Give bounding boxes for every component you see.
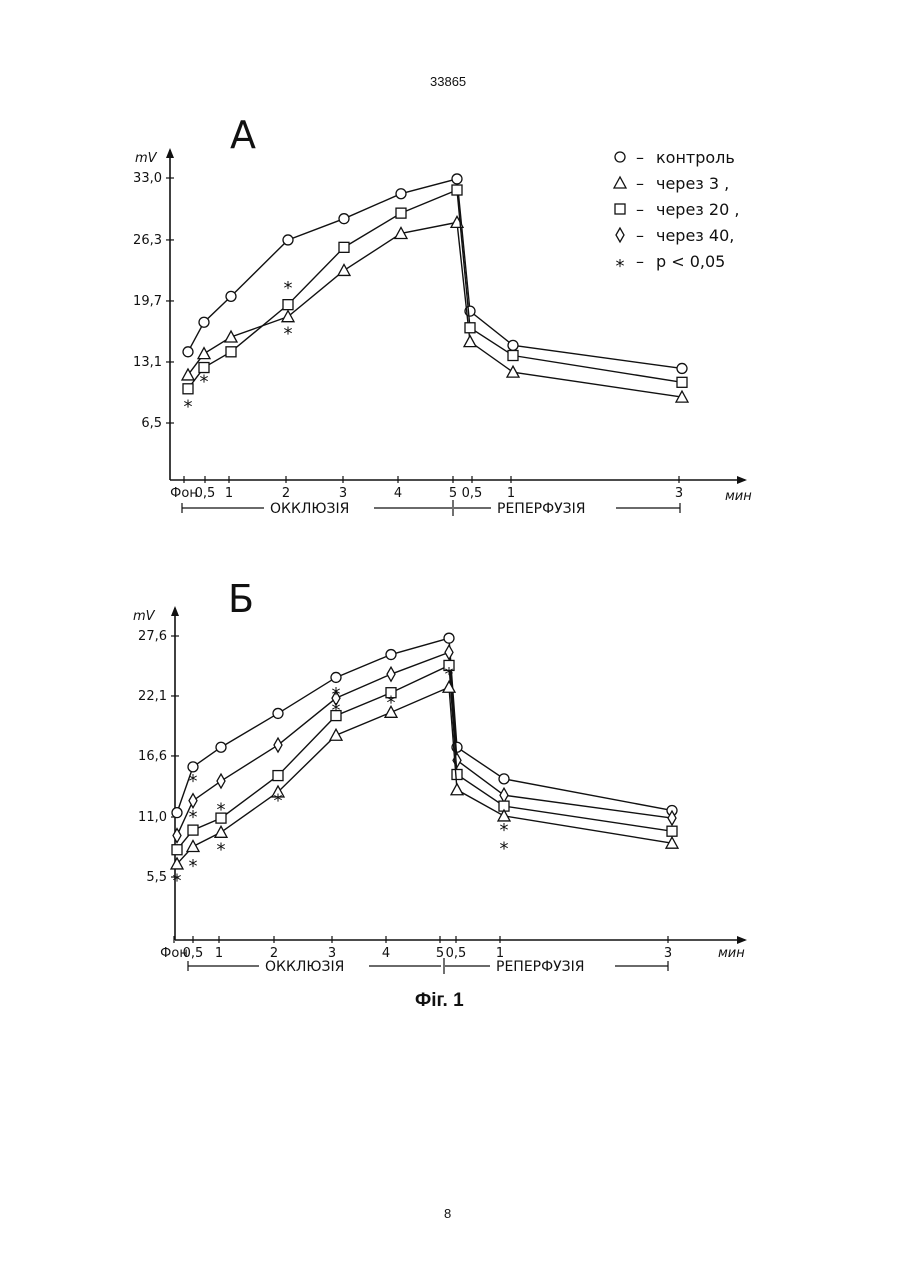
- y-tick-label: 22,1: [138, 689, 167, 704]
- data-point-circle: [444, 633, 454, 643]
- data-point-square: [667, 826, 677, 836]
- significance-star: *: [189, 771, 198, 792]
- x-tick-label: 0,5: [183, 946, 204, 961]
- chart-b: 5,511,016,622,127,6mVФон0,5123450,513мин…: [0, 0, 901, 1000]
- data-point-circle: [331, 672, 341, 682]
- x-axis-arrow: [737, 936, 747, 944]
- series-triangle: [171, 681, 678, 869]
- figure-caption: Фіг. 1: [415, 990, 464, 1012]
- panel-letter: Б: [228, 577, 254, 621]
- data-point-diamond: [387, 667, 395, 681]
- data-point-square: [172, 845, 182, 855]
- data-point-triangle: [187, 840, 199, 851]
- chart-b-layer: 5,511,016,622,127,6mVФон0,5123450,513мин…: [133, 577, 747, 975]
- x-tick-label: 1: [215, 946, 223, 961]
- page-number-bottom: 8: [444, 1206, 451, 1221]
- x-tick-label: 3: [664, 946, 672, 961]
- significance-star: *: [217, 840, 226, 861]
- reperfusion-label: РЕПЕРФУЗІЯ: [496, 959, 585, 975]
- data-point-square: [273, 771, 283, 781]
- data-point-triangle: [215, 826, 227, 837]
- data-point-circle: [216, 742, 226, 752]
- x-tick-label: 4: [382, 946, 390, 961]
- x-tick-label: 0,5: [446, 946, 467, 961]
- data-point-circle: [172, 808, 182, 818]
- significance-star: *: [500, 839, 509, 860]
- series-line-square: [177, 665, 672, 849]
- x-axis-label: мин: [718, 946, 745, 961]
- data-point-diamond: [500, 788, 508, 802]
- y-tick-label: 5,5: [146, 870, 167, 885]
- series-line-circle: [177, 638, 672, 812]
- y-axis-arrow: [171, 606, 179, 616]
- data-point-triangle: [330, 729, 342, 740]
- significance-star: *: [332, 700, 341, 721]
- significance-star: *: [445, 664, 454, 685]
- significance-star: *: [274, 791, 283, 812]
- significance-star: *: [173, 870, 182, 891]
- data-point-triangle: [451, 784, 463, 795]
- significance-star: *: [217, 799, 226, 820]
- data-point-circle: [273, 708, 283, 718]
- y-tick-label: 27,6: [138, 629, 167, 644]
- series-square: [172, 660, 677, 854]
- significance-star: *: [189, 856, 198, 877]
- data-point-circle: [499, 774, 509, 784]
- data-point-square: [452, 769, 462, 779]
- data-point-circle: [386, 650, 396, 660]
- y-axis-label: mV: [133, 609, 156, 624]
- y-tick-label: 16,6: [138, 749, 167, 764]
- series-line-diamond: [177, 652, 672, 835]
- significance-star: *: [189, 807, 198, 828]
- x-tick-label: 5: [436, 946, 444, 961]
- significance-star: *: [387, 693, 396, 714]
- data-point-diamond: [445, 645, 453, 659]
- data-point-diamond: [217, 774, 225, 788]
- y-tick-label: 11,0: [138, 810, 167, 825]
- data-point-diamond: [274, 738, 282, 752]
- occlusion-label: ОККЛЮЗІЯ: [265, 959, 344, 975]
- series-line-triangle: [177, 687, 672, 864]
